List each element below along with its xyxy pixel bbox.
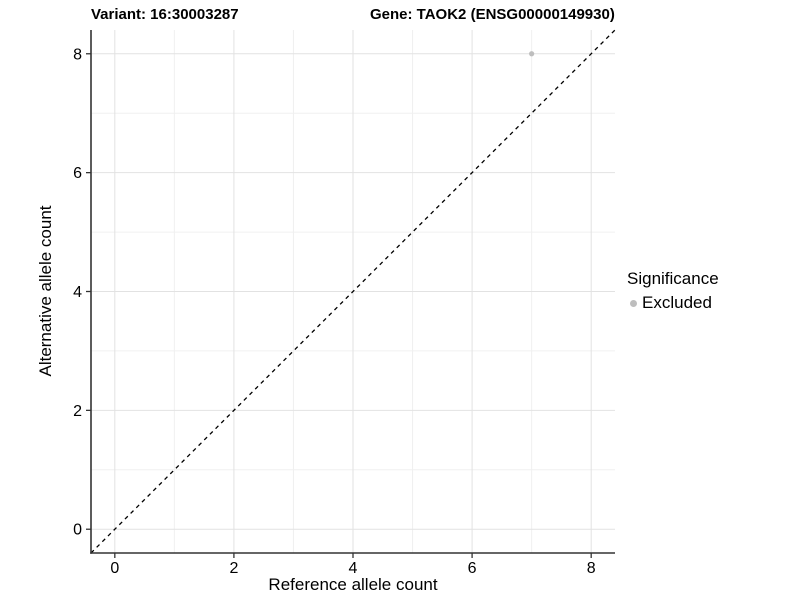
plot-title-variant: Variant: 16:30003287 [91,6,239,23]
y-tick-label: 4 [73,284,82,301]
legend-title: Significance [627,269,719,288]
plot-title-gene: Gene: TAOK2 (ENSG00000149930) [370,6,615,23]
y-tick-label: 8 [73,46,82,63]
data-point [529,51,535,57]
x-tick-label: 0 [110,560,119,577]
legend: Significance Excluded [627,269,719,313]
y-tick-label: 2 [73,403,82,420]
x-tick-label: 4 [349,560,358,577]
x-tick-label: 6 [468,560,477,577]
identity-dashed-line [90,29,616,554]
y-tick-label: 0 [73,522,82,539]
x-axis-label: Reference allele count [268,575,438,594]
legend-item: Excluded [627,293,719,313]
y-tick-label: 6 [73,165,82,182]
legend-key-dot-icon [630,299,637,307]
y-axis-label: Alternative allele count [36,205,55,377]
x-tick-label: 8 [587,560,596,577]
legend-item-label: Excluded [642,293,712,312]
legend-items: Excluded [627,293,719,313]
x-tick-label: 2 [229,560,238,577]
